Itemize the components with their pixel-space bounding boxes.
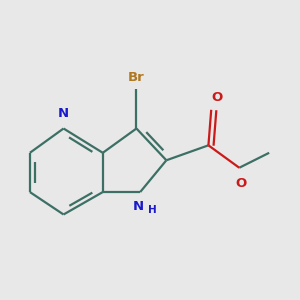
Text: O: O xyxy=(211,91,223,104)
Text: N: N xyxy=(58,107,69,120)
Text: N: N xyxy=(133,200,144,214)
Text: H: H xyxy=(148,205,157,215)
Text: O: O xyxy=(236,177,247,190)
Text: Br: Br xyxy=(128,70,145,84)
